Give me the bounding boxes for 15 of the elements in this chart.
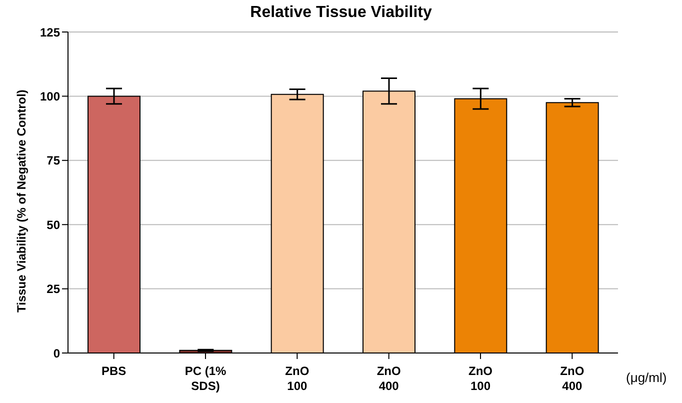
y-tick-label: 100 (40, 89, 60, 104)
x-axis-title: (μg/ml) (626, 370, 667, 385)
x-tick-label: ZnO 400 (560, 364, 584, 393)
x-tick-label: PBS (101, 364, 126, 378)
y-axis-title: Tissue Viability (% of Negative Control) (14, 90, 28, 312)
x-tick-label: ZnO 100 (468, 364, 492, 393)
x-tick-label: ZnO 100 (285, 364, 310, 393)
y-tick-label: 0 (53, 346, 60, 360)
x-tick-label: ZnO 400 (376, 364, 401, 393)
y-tick-label: 75 (46, 154, 60, 168)
y-tick-label: 25 (46, 282, 60, 296)
chart-title: Relative Tissue Viability (249, 4, 433, 22)
y-tick-label: 50 (46, 218, 60, 232)
y-tick-label: 125 (40, 25, 60, 40)
x-tick-label: PC (1% SDS) (184, 364, 226, 393)
